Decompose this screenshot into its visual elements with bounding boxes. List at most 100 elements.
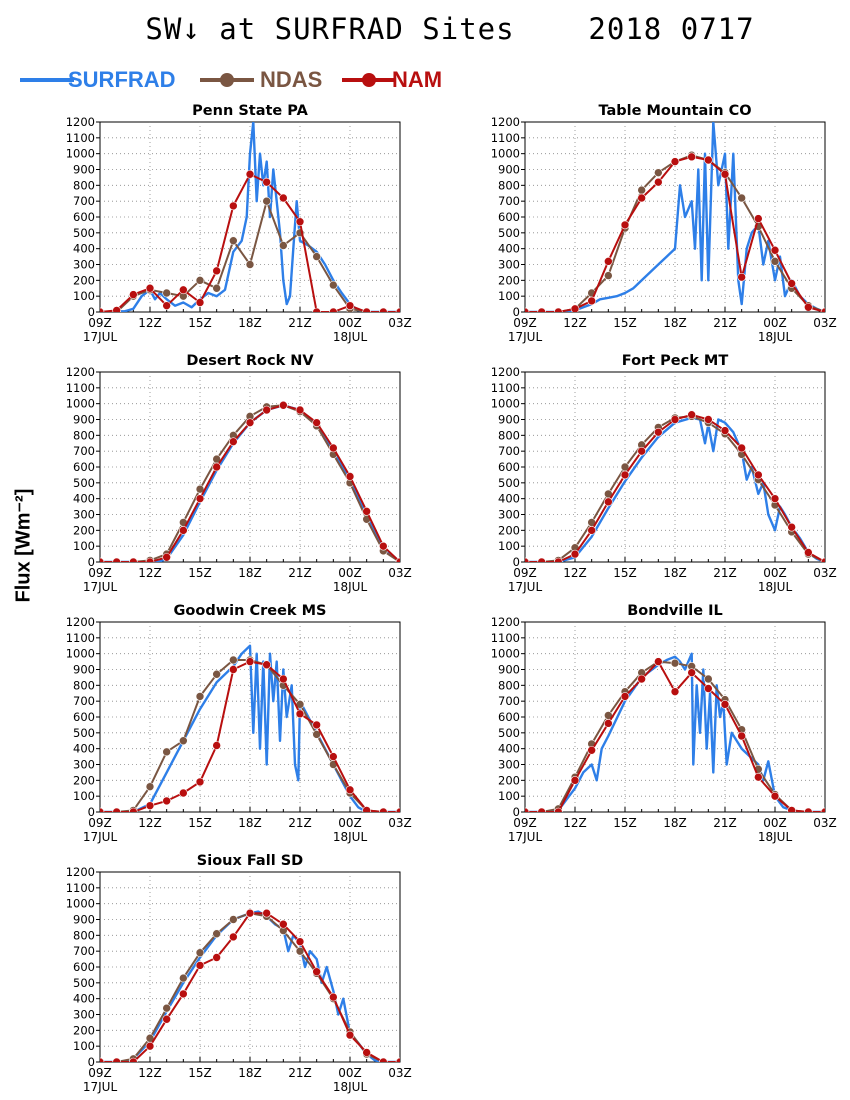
point-nam — [162, 1014, 171, 1024]
x-tick-label: 21Z — [288, 816, 312, 830]
point-nam — [162, 552, 171, 562]
point-ndas — [229, 915, 238, 924]
plot-area — [525, 652, 825, 812]
y-tick-label: 800 — [73, 678, 95, 692]
point-nam — [312, 307, 321, 312]
point-nam — [179, 526, 188, 535]
point-ndas — [704, 674, 713, 684]
y-tick-label: 500 — [73, 476, 95, 490]
point-ndas — [295, 946, 305, 956]
point-ndas — [737, 193, 746, 203]
x-tick-label: 15Z — [613, 816, 637, 830]
x-tick-label: 09Z — [513, 566, 537, 580]
y-tick-label: 0 — [88, 805, 95, 819]
point-nam — [279, 919, 288, 929]
point-nam — [720, 169, 730, 179]
chart-panel: 0100200300400500600700800900100011001200… — [491, 103, 837, 344]
y-tick-label: 300 — [73, 508, 95, 522]
point-nam — [179, 989, 188, 999]
point-nam — [604, 257, 613, 266]
point-nam — [195, 961, 205, 970]
point-nam — [245, 169, 255, 179]
date-label: 17JUL — [83, 1080, 118, 1094]
series-line-surfrad — [100, 122, 400, 312]
point-nam — [145, 557, 155, 562]
x-tick-label: 00Z — [338, 1066, 362, 1080]
y-tick-label: 1200 — [491, 365, 520, 379]
point-nam — [195, 298, 205, 307]
point-nam — [587, 745, 596, 755]
y-tick-label: 1100 — [66, 631, 95, 645]
y-tick-label: 100 — [498, 539, 520, 553]
x-tick-label: 09Z — [88, 816, 112, 830]
point-nam — [129, 290, 138, 299]
point-nam — [754, 772, 763, 782]
x-tick-label: 15Z — [188, 566, 212, 580]
point-nam — [537, 557, 546, 562]
y-tick-label: 900 — [73, 413, 95, 427]
legend-line-surfrad — [20, 78, 74, 82]
y-tick-label: 600 — [498, 710, 520, 724]
date-label: 17JUL — [83, 830, 118, 844]
point-nam — [229, 932, 238, 942]
point-nam — [162, 796, 171, 806]
x-tick-label: 18Z — [238, 816, 262, 830]
y-tick-label: 100 — [73, 789, 95, 803]
point-nam — [295, 217, 305, 227]
point-nam — [262, 177, 271, 187]
point-nam — [295, 405, 305, 415]
legend-line-ndas — [200, 73, 254, 87]
chart-panel: 0100200300400500600700800900100011001200… — [491, 603, 837, 844]
x-tick-label: 15Z — [188, 816, 212, 830]
point-nam — [229, 201, 238, 211]
point-nam — [770, 245, 780, 255]
point-nam — [212, 953, 221, 962]
x-tick-label: 21Z — [713, 816, 737, 830]
point-nam — [754, 470, 763, 480]
y-tick-label: 800 — [498, 178, 520, 192]
figure-title: SW↓ at SURFRAD Sites 2018 0717 — [145, 12, 755, 46]
x-tick-label: 03Z — [813, 816, 837, 830]
point-nam — [570, 304, 580, 312]
x-tick-label: 12Z — [563, 816, 587, 830]
plot-area — [100, 908, 400, 1062]
chart-panel: 0100200300400500600700800900100011001200… — [66, 853, 412, 1094]
point-nam — [395, 1057, 400, 1062]
point-ndas — [262, 196, 271, 206]
point-ndas — [162, 288, 171, 298]
x-tick-label: 09Z — [88, 1066, 112, 1080]
x-tick-label: 00Z — [338, 566, 362, 580]
y-tick-label: 1100 — [491, 131, 520, 145]
point-nam — [100, 1057, 105, 1062]
legend-label-nam: NAM — [392, 67, 443, 92]
point-ndas — [279, 241, 288, 250]
panel-title: Goodwin Creek MS — [174, 603, 327, 619]
point-nam — [112, 306, 121, 312]
x-tick-label: 03Z — [388, 1066, 412, 1080]
x-tick-label: 18Z — [238, 1066, 262, 1080]
y-tick-label: 800 — [498, 428, 520, 442]
point-nam — [770, 791, 780, 801]
point-nam — [262, 908, 271, 918]
x-tick-label: 21Z — [713, 316, 737, 330]
y-tick-label: 1000 — [491, 397, 520, 411]
point-nam — [295, 709, 305, 719]
y-tick-label: 600 — [73, 960, 95, 974]
y-tick-label: 700 — [73, 444, 95, 458]
legend-item-ndas: NDAS — [198, 64, 338, 98]
point-nam — [145, 283, 155, 293]
y-tick-label: 900 — [73, 913, 95, 927]
point-nam — [195, 777, 205, 787]
point-nam — [620, 220, 630, 230]
point-nam — [295, 937, 305, 946]
point-nam — [112, 1057, 121, 1062]
point-ndas — [212, 283, 221, 293]
point-nam — [620, 692, 630, 701]
y-tick-label: 300 — [73, 258, 95, 272]
point-ndas — [195, 692, 205, 701]
y-tick-label: 300 — [73, 1008, 95, 1022]
date-label: 17JUL — [508, 580, 543, 594]
point-ndas — [179, 973, 188, 983]
point-nam — [100, 307, 105, 312]
y-tick-label: 900 — [498, 663, 520, 677]
